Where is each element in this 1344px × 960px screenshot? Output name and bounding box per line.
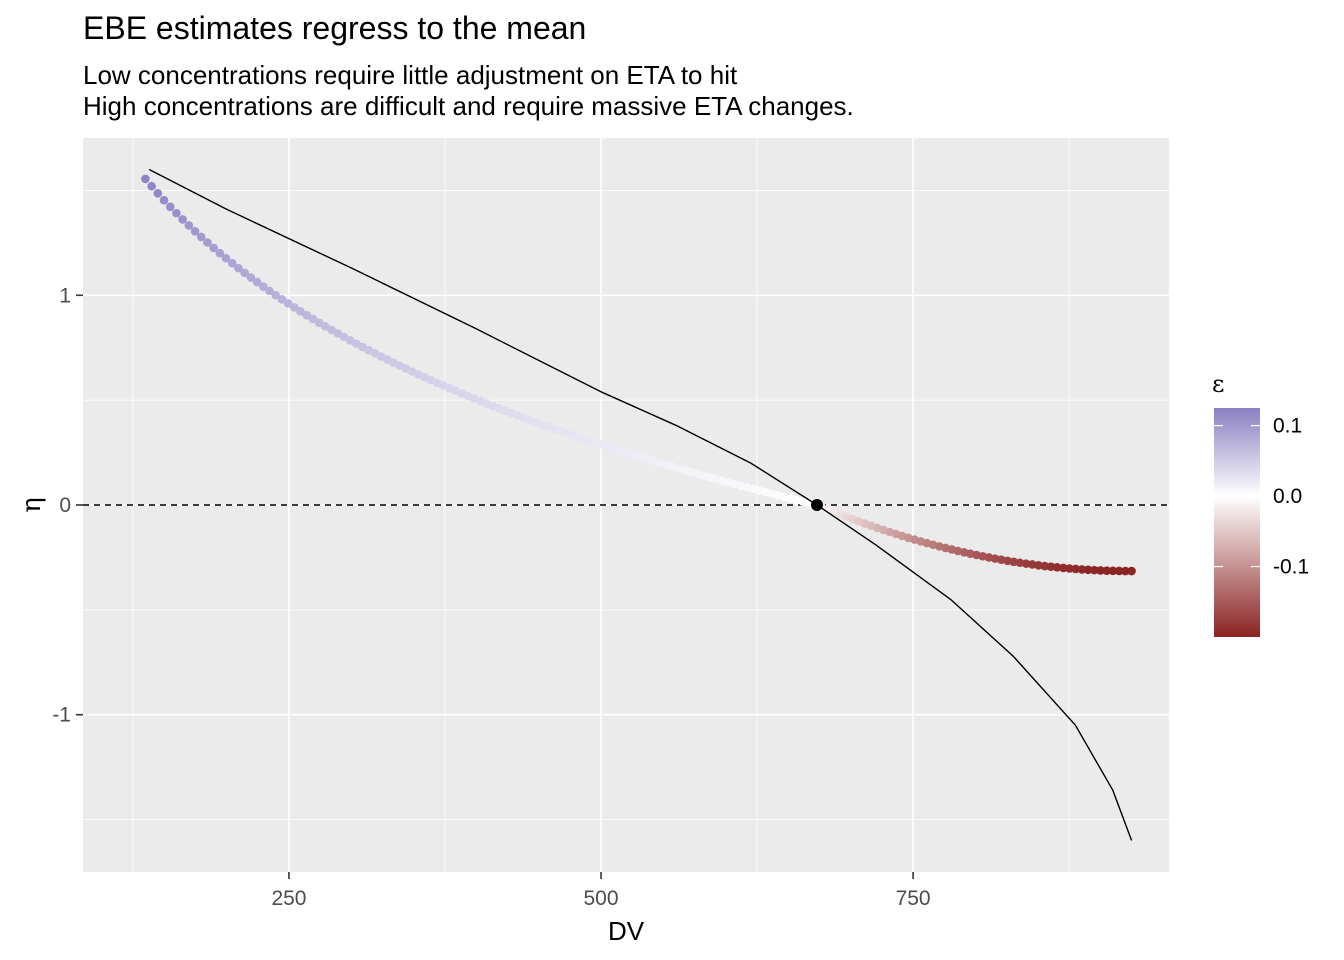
ebe-point [277,295,287,304]
ebe-point [314,318,324,327]
ebe-point [1083,565,1093,575]
ebe-point [289,303,299,312]
true-eta-curve [148,168,1133,841]
ebe-point [1102,566,1112,575]
ebe-point [203,238,212,247]
colorbar-tick-label: -0.1 [1273,556,1309,579]
ebe-point [172,208,181,218]
ebe-point [258,282,268,291]
x-tick-label: 250 [271,887,306,910]
colorbar [1214,408,1260,637]
ebe-point [1108,566,1118,576]
epsilon-legend: ε 0.1 0.0 -0.1 [1212,370,1309,637]
chart-subtitle-line-1: Low concentrations require little adjust… [83,60,738,90]
colorbar-ticks: 0.1 0.0 -0.1 [1214,415,1309,579]
x-tick-label: 750 [896,887,931,910]
ebe-point [1040,561,1050,571]
ebe-point [1065,564,1074,573]
ebe-point [215,248,225,258]
ebe-point [234,263,243,273]
ebe-points-series [141,174,1136,576]
y-tick-label: -1 [52,704,71,727]
reference-point [810,499,823,511]
colorbar-tick-label: 0.0 [1273,485,1302,508]
ebe-point [1071,564,1081,574]
ebe-point [221,253,231,263]
ebe-point [153,189,163,198]
x-tick-label: 500 [584,887,619,910]
ebe-point [1090,565,1099,575]
ebe-point [240,268,249,278]
ebe-point [1077,565,1087,574]
y-tick-label: 0 [59,494,71,517]
ebe-point [296,307,305,316]
ebe-point [1059,563,1068,573]
legend-title: ε [1212,370,1224,398]
x-axis-label: DV [608,916,645,946]
ebe-point [246,273,256,282]
y-axis: -1 0 1 [52,284,83,727]
ebe-point [184,221,194,230]
ebe-point [159,195,169,205]
chart-title: EBE estimates regress to the mean [83,10,587,46]
ebe-point [1114,566,1124,576]
ebe-point [283,299,293,308]
ebe-point [227,258,237,268]
ebe-point [1046,562,1056,572]
ebe-point [147,181,156,191]
ebe-point [209,243,218,253]
ebe-point [271,290,280,300]
ebe-point [265,286,274,296]
ebe-point [302,310,311,320]
ebe-point [190,226,200,236]
chart-subtitle-line-2: High concentrations are difficult and re… [83,91,854,121]
ebe-point [1121,566,1130,576]
colorbar-tick-label: 0.1 [1273,415,1302,438]
ebe-point [1096,566,1105,575]
ebe-point [196,232,206,242]
y-axis-label: η [17,497,47,513]
ebe-point [165,202,175,212]
ebe-point [1127,566,1136,576]
y-tick-label: 1 [59,284,71,307]
ebe-point [252,277,262,287]
ebe-point [1052,563,1062,572]
ebe-point [308,314,318,324]
x-axis: 250 500 750 [271,872,931,910]
ebe-point [141,174,150,184]
ebe-point [178,215,187,224]
